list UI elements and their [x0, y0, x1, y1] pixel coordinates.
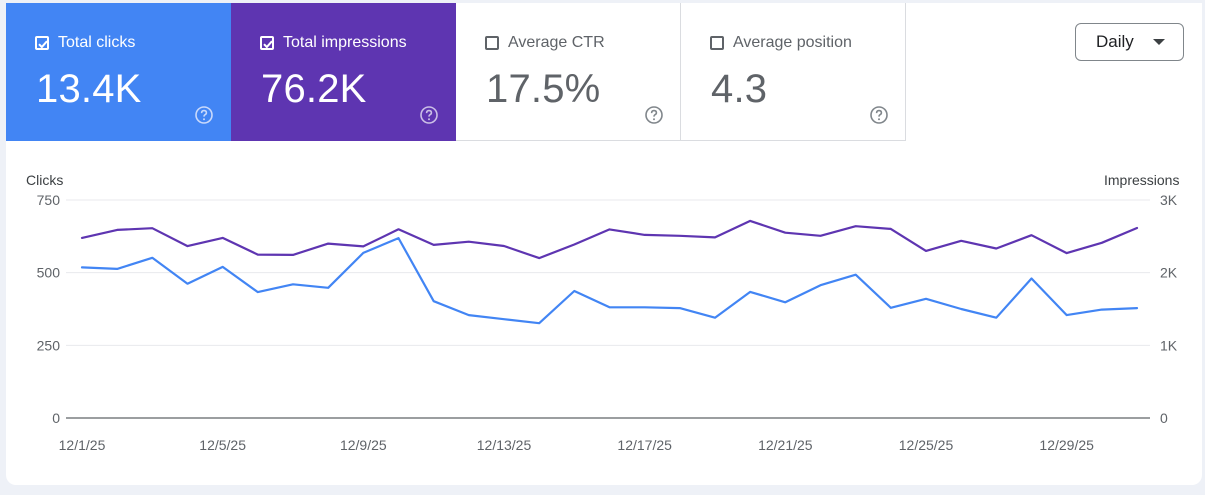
- clicks-series-line: [80, 237, 1139, 325]
- metric-tiles: Total clicks 13.4K Total impressions 76.…: [6, 3, 906, 141]
- help-icon[interactable]: [644, 105, 664, 125]
- right-tick-label: 2K: [1160, 265, 1178, 281]
- x-tick-label: 12/5/25: [199, 437, 246, 453]
- help-icon[interactable]: [194, 105, 214, 125]
- checked-checkbox-icon[interactable]: [35, 36, 49, 50]
- unchecked-checkbox-icon[interactable]: [710, 36, 724, 50]
- period-dropdown[interactable]: Daily: [1075, 23, 1184, 61]
- left-axis-label: Clicks: [26, 172, 64, 188]
- right-tick-label: 0: [1160, 410, 1168, 426]
- average-ctr-tile[interactable]: Average CTR 17.5%: [456, 3, 681, 141]
- x-tick-label: 12/25/25: [899, 437, 954, 453]
- x-tick-label: 12/17/25: [617, 437, 672, 453]
- average-position-value: 4.3: [711, 67, 768, 111]
- average-position-label: Average position: [733, 34, 852, 51]
- impressions-series-line: [80, 219, 1139, 260]
- average-position-tile[interactable]: Average position 4.3: [681, 3, 906, 141]
- average-ctr-value: 17.5%: [486, 67, 601, 111]
- average-ctr-label: Average CTR: [508, 34, 605, 51]
- right-tick-label: 3K: [1160, 192, 1178, 208]
- total-clicks-tile[interactable]: Total clicks 13.4K: [6, 3, 231, 141]
- left-tick-label: 500: [37, 265, 61, 281]
- unchecked-checkbox-icon[interactable]: [485, 36, 499, 50]
- help-icon[interactable]: [419, 105, 439, 125]
- left-tick-label: 0: [52, 410, 60, 426]
- total-clicks-value: 13.4K: [36, 67, 142, 111]
- total-impressions-value: 76.2K: [261, 67, 367, 111]
- x-tick-label: 12/29/25: [1039, 437, 1094, 453]
- left-tick-label: 250: [37, 337, 61, 353]
- total-clicks-label: Total clicks: [58, 34, 136, 51]
- total-impressions-tile[interactable]: Total impressions 76.2K: [231, 3, 456, 141]
- help-icon[interactable]: [869, 105, 889, 125]
- right-axis-label: Impressions: [1104, 172, 1180, 188]
- x-tick-label: 12/1/25: [59, 437, 106, 453]
- right-tick-label: 1K: [1160, 337, 1178, 353]
- left-tick-label: 750: [37, 192, 61, 208]
- x-tick-label: 12/9/25: [340, 437, 387, 453]
- x-tick-label: 12/21/25: [758, 437, 813, 453]
- x-tick-label: 12/13/25: [477, 437, 532, 453]
- caret-down-icon: [1153, 39, 1165, 45]
- total-impressions-label: Total impressions: [283, 34, 407, 51]
- checked-checkbox-icon[interactable]: [260, 36, 274, 50]
- period-dropdown-value: Daily: [1096, 32, 1134, 51]
